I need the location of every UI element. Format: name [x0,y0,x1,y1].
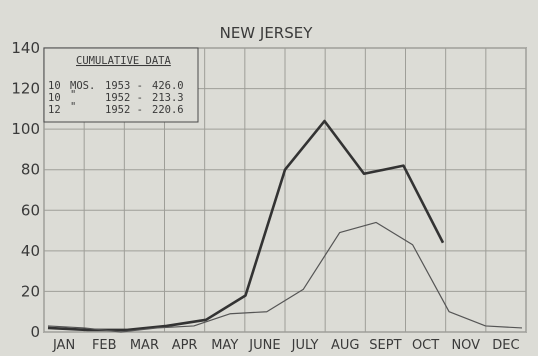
y-tick-label: 120 [11,80,40,98]
x-tick-label: FEB [92,338,117,353]
box-row-year: 1952 - [105,92,143,104]
x-tick-label: JUNE [248,338,280,353]
x-tick-label: APR [172,338,198,353]
box-row-unit: " [70,89,76,101]
x-tick-label: JAN [52,338,75,353]
y-axis-ticks: 0 20 40 60 80 100 120 140 [11,39,40,341]
x-tick-label: MAR [130,338,159,353]
box-row-unit: " [70,101,76,113]
box-row-value: 220.6 [152,104,184,116]
series-line-2 [47,221,523,333]
box-row-count: 10 [48,92,61,104]
cumulative-data-heading: CUMULATIVE DATA [76,55,172,67]
y-tick-label: 100 [11,120,40,138]
box-row-value: 213.3 [152,92,184,104]
x-axis-ticks: JAN FEB MAR APR MAY JUNE JULY AUG SEPT OCT NOV DEC [52,338,520,353]
box-row-count: 12 [48,104,61,116]
x-tick-label: DEC [492,338,519,353]
box-row-count: 10 [48,80,61,92]
y-tick-label: 0 [30,323,40,341]
x-tick-label: MAY [211,338,238,353]
series-line-1 [47,119,445,332]
y-tick-label: 140 [11,39,40,57]
chart-title: NEW JERSEY [220,24,314,42]
y-tick-label: 80 [21,161,40,179]
series-lines [47,119,523,333]
box-row-unit: MOS. [70,80,95,92]
cumulative-data-box: CUMULATIVE DATA 10 MOS. 1953 - 426.0 10 " 1952… [43,47,199,123]
x-tick-label: AUG [331,338,359,353]
y-tick-label: 20 [21,282,40,300]
x-tick-label: JULY [291,338,319,353]
box-row-value: 426.0 [152,80,184,92]
x-tick-label: OCT [412,338,439,353]
box-row-year: 1953 - [105,80,143,92]
box-row-year: 1952 - [105,104,143,116]
y-tick-label: 40 [21,242,40,260]
x-tick-label: SEPT [369,338,401,353]
x-tick-label: NOV [451,338,480,353]
y-tick-label: 60 [21,201,40,219]
